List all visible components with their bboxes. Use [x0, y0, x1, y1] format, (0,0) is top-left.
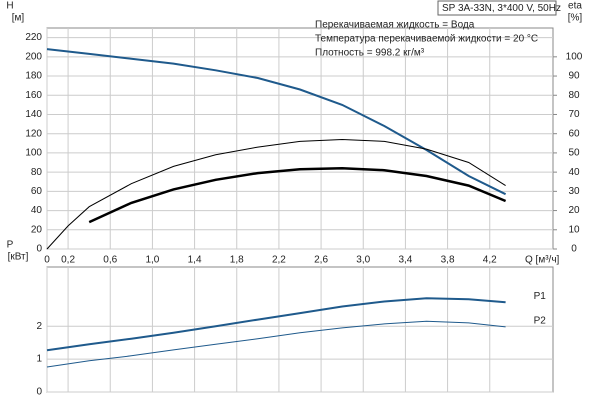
info-box [437, 0, 557, 16]
curve [46, 297, 506, 352]
y-tick-label: 160 [25, 90, 42, 101]
curve-label: P1 [534, 291, 547, 302]
plot-frame [46, 27, 554, 250]
y-tick-label: 20 [31, 224, 43, 235]
x-tick-label: 1,4 [188, 255, 202, 266]
curve [88, 167, 507, 224]
y2-tick-label: 70 [568, 109, 580, 120]
plot-frame [46, 266, 554, 393]
x-axis-label: Q [м³/ч] [525, 255, 560, 266]
y-tick-label: 0 [36, 244, 42, 255]
y2-tick-label: 30 [568, 186, 580, 197]
y2-tick-label: 10 [568, 224, 580, 235]
y-tick-label: 1 [36, 354, 42, 365]
curve [46, 138, 506, 250]
curve [46, 48, 507, 196]
x-tick-label: 4,2 [483, 255, 497, 266]
y-tick-label: 120 [25, 128, 42, 139]
y2-tick-label: 60 [568, 128, 580, 139]
y2-tick-label: 40 [568, 167, 580, 178]
y-axis-label: H [6, 1, 13, 12]
y2-axis-unit: [%] [568, 13, 583, 24]
y2-tick-label: 100 [566, 51, 583, 62]
note: Плотность = 998.2 кг/м³ [315, 48, 425, 59]
y2-tick-label: 20 [568, 205, 580, 216]
y-axis-label: P [7, 240, 14, 251]
x-tick-label: 0 [44, 255, 50, 266]
x-tick-label: 0,6 [103, 255, 117, 266]
y-tick-label: 60 [31, 186, 43, 197]
x-tick-label: 2,6 [314, 255, 328, 266]
note: Температура перекачиваемой жидкости = 20… [315, 34, 538, 45]
model-label: SP 3A-33N, 3*400 V, 50Hz [442, 3, 561, 14]
y-axis-unit: [м] [12, 13, 25, 24]
x-tick-label: 0,2 [61, 255, 75, 266]
y2-tick-label: 90 [568, 71, 580, 82]
y2-tick-label: 50 [568, 148, 580, 159]
x-tick-label: 3,8 [441, 255, 455, 266]
y-tick-label: 80 [31, 167, 43, 178]
y2-tick-label: 80 [568, 90, 580, 101]
x-tick-label: 3,0 [356, 255, 370, 266]
curve [46, 320, 506, 368]
y-tick-label: 220 [25, 32, 42, 43]
y-tick-label: 200 [25, 51, 42, 62]
note: Перекачиваемая жидкость = Вода [315, 20, 475, 31]
y-axis-unit: [кВт] [8, 252, 29, 263]
y2-tick-label: 0 [571, 244, 577, 255]
y2-axis-label: eta [568, 1, 582, 12]
y-tick-label: 140 [25, 109, 42, 120]
x-tick-label: 1,8 [230, 255, 244, 266]
y-tick-label: 180 [25, 71, 42, 82]
x-tick-label: 3,4 [398, 255, 412, 266]
y-tick-label: 40 [31, 205, 43, 216]
x-tick-label: 1,0 [145, 255, 159, 266]
y-tick-label: 100 [25, 148, 42, 159]
curve-label: P2 [534, 316, 547, 327]
x-tick-label: 2,2 [272, 255, 286, 266]
y-tick-label: 0 [36, 387, 42, 398]
y-tick-label: 2 [36, 321, 42, 332]
